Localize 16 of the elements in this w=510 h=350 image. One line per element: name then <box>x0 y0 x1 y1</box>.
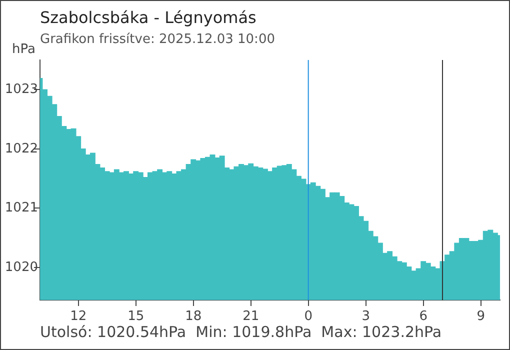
x-tick-label: 0 <box>304 309 312 324</box>
y-tick-label: 1020 <box>4 260 38 275</box>
x-tick-label: 15 <box>128 309 144 324</box>
x-tick-label: 3 <box>362 309 370 324</box>
text: Utolsó: 1020.54hPa Min: 1019.8hPa Max: 1023.2hPa <box>40 323 442 341</box>
y-tick-label: 1023 <box>4 82 38 98</box>
x-tick-label: 9 <box>476 309 485 324</box>
x-tick-label: 18 <box>185 309 202 324</box>
y-tick-label: 1022 <box>4 141 38 156</box>
x-tick-label: 12 <box>70 309 87 324</box>
y-tick-label: 1021 <box>4 200 38 216</box>
y-axis-title: hPa <box>12 42 36 57</box>
chart-title: Szabolcsbáka - Légnyomás <box>40 8 256 27</box>
x-tick-label: 6 <box>419 309 428 324</box>
chart-subtitle: Grafikon frissítve: 2025.12.03 10:00 <box>40 32 275 47</box>
x-tick-label: 21 <box>242 309 260 324</box>
